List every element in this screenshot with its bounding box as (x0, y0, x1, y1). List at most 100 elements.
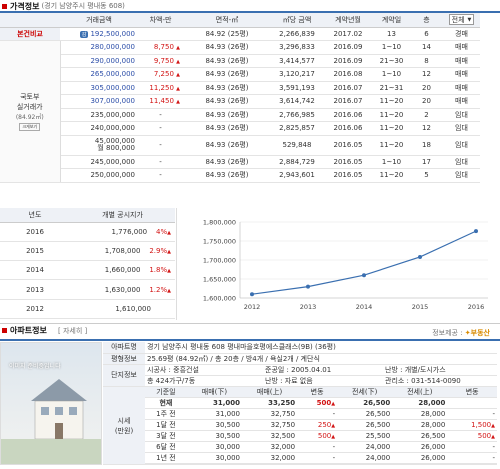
up-triangle-icon: ▲ (176, 85, 180, 92)
table-row: 2015 1,708,000 2.9%▲ (0, 241, 175, 262)
table-row: 국토부 실거래가 (84.92㎡) 크게보기 280,000,000 8,750… (0, 40, 480, 183)
base-floor: 6 (410, 27, 443, 41)
y-tick-label: 1,800,000 (203, 219, 236, 227)
base-per-m2: 2,266,839 (271, 27, 323, 41)
base-amount: 192,500,000 (90, 29, 135, 38)
chevron-down-icon: ▼ (467, 16, 472, 23)
type-filter-value: 전체 (451, 15, 465, 24)
table-row: 2014 1,660,000 1.8%▲ (0, 260, 175, 281)
management-office: 관리소 : 031-514-0090 (385, 376, 461, 385)
table-row: 245,000,000 - 84.93 (26평) 2,884,729 2016… (0, 155, 480, 169)
x-tick-label: 2012 (244, 303, 261, 311)
table-row: 2016 1,776,000 4%▲ (0, 222, 175, 242)
col-amount: 거래금액 (60, 13, 138, 28)
section-bullet-icon (2, 327, 7, 333)
table-row: 2012 1,610,000 (0, 299, 175, 319)
table-row: 1년 전 30,000 32,000 - 24,000 26,000 - (145, 452, 497, 464)
y-tick-label: 1,600,000 (203, 295, 236, 303)
heating-fuel: 난방 : 자료 없음 (265, 376, 313, 385)
series-line (251, 230, 477, 295)
table-row: 235,000,000 - 84.93 (26평) 2,766,985 2016… (0, 108, 480, 122)
section-divider (0, 339, 500, 341)
completion-date: 준공일 : 2005.04.01 (265, 365, 332, 374)
base-diff (138, 27, 183, 41)
building-caption: 이미지 준비중입니다 (9, 363, 61, 370)
molit-side-label: 국토부 실거래가 (84.92㎡) 크게보기 (0, 40, 61, 183)
up-triangle-icon: ▲ (331, 423, 336, 429)
col-diff: 차액-만 (138, 13, 183, 28)
up-triangle-icon: ▲ (176, 99, 180, 106)
col-contract-day: 계약일 (373, 13, 410, 28)
data-point (250, 292, 254, 297)
apt-info-table: 아파트명 경기 남양주시 평내동 608 평내마을호평에스클래스(9B) (36… (103, 342, 497, 465)
y-tick-label: 1,750,000 (203, 238, 236, 246)
table-row: 1주 전 31,000 32,750 - 26,500 28,000 - (145, 408, 497, 420)
price-section-header: 가격정보 (경기 남양주시 평내동 608) (2, 0, 125, 12)
x-tick-label: 2014 (356, 303, 373, 311)
base-type: 경매 (443, 27, 480, 41)
base-day: 13 (373, 27, 410, 41)
base-row: 본건비교 감 192,500,000 84.92 (25평) 2,266,839 … (0, 27, 480, 41)
table-row: 305,000,000 11,250 ▲ 84.93 (26평) 3,591,1… (0, 81, 480, 95)
source-logo-icon: ✦ (464, 329, 471, 337)
public-price-table: 년도 개별 공시지가 2016 1,776,000 4%▲ 2015 1,708… (0, 208, 175, 319)
up-triangle-icon: ▲ (331, 434, 336, 440)
appraisal-badge: 감 (79, 30, 89, 38)
base-ym: 2017.02 (323, 27, 373, 41)
table-row: 3달 전 30,500 32,500 500▲ 25,500 26,500 50… (145, 430, 497, 442)
col-floor: 층 (410, 13, 443, 28)
section-bullet-icon (2, 3, 7, 9)
apt-section-header: 아파트정보 (2, 324, 47, 336)
up-triangle-icon: ▲ (167, 229, 171, 236)
table-row: 2013 1,630,000 1.2%▲ (0, 279, 175, 300)
households: 총 424가구/7동 (147, 376, 196, 385)
table-row: 307,000,000 11,450 ▲ 84.93 (26평) 3,614,7… (0, 94, 480, 109)
data-point (306, 284, 310, 289)
building-image: 이미지 준비중입니다 (0, 342, 102, 465)
col-contract-ym: 계약년월 (323, 13, 373, 28)
section-divider (0, 11, 500, 13)
up-triangle-icon: ▲ (167, 287, 171, 294)
up-triangle-icon: ▲ (491, 423, 495, 429)
x-tick-label: 2015 (412, 303, 429, 311)
up-triangle-icon: ▲ (491, 434, 495, 440)
col-public-price: 개별 공시지가 (70, 208, 175, 223)
apt-name: 경기 남양주시 평내동 608 평내마을호평에스클래스(9B) (36평) (145, 342, 497, 354)
y-tick-label: 1,700,000 (203, 257, 236, 265)
info-source: 정보제공 : ✦부동산 (432, 329, 490, 337)
enlarge-button[interactable]: 크게보기 (19, 122, 41, 131)
table-row: 250,000,000 - 84.93 (26평) 2,943,601 2016… (0, 168, 480, 183)
x-tick-label: 2016 (468, 303, 485, 311)
price-section-location: (경기 남양주시 평내동 608) (41, 2, 125, 10)
public-price-chart: 1,600,000 1,650,000 1,700,000 1,750,000 1,80… (203, 219, 488, 311)
builder: 시공사 : 중흥건설 (147, 365, 199, 374)
table-row: 265,000,000 7,250 ▲ 84.93 (26평) 3,120,21… (0, 67, 480, 82)
table-row: 290,000,000 9,750 ▲ 84.93 (26평) 3,414,57… (0, 54, 480, 68)
x-tick-label: 2013 (300, 303, 317, 311)
col-area: 면적-㎡ (183, 13, 271, 28)
up-triangle-icon: ▲ (331, 401, 336, 407)
price-section-title: 가격정보 (10, 1, 40, 11)
price-table-header-row: 거래금액 차액-만 면적-㎡ ㎡당 금액 계약년월 계약일 층 전체 ▼ (0, 13, 480, 28)
type-filter-select[interactable]: 전체 ▼ (448, 14, 475, 26)
up-triangle-icon: ▲ (167, 248, 171, 255)
col-per-m2: ㎡당 금액 (271, 13, 323, 28)
data-point (362, 273, 366, 278)
price-table: 거래금액 차액-만 면적-㎡ ㎡당 금액 계약년월 계약일 층 전체 ▼ 본건비… (0, 13, 480, 183)
vertical-divider (176, 208, 177, 320)
table-row: 240,000,000 - 84.93 (26평) 2,825,857 2016… (0, 121, 480, 136)
up-triangle-icon: ▲ (176, 72, 180, 79)
section-divider (0, 323, 500, 324)
base-compare-label: 본건비교 (0, 27, 60, 41)
up-triangle-icon: ▲ (167, 268, 171, 275)
apt-section-title: 아파트정보 (10, 325, 47, 335)
apt-layout: 25.69평 (84.92㎡) / 총 20층 / 방4개 / 욕실2개 / 계… (145, 353, 497, 365)
data-point (474, 229, 478, 234)
market-price-table: 기준일 매매(下) 매매(上) 변동 전세(下) 전세(上) 변동 현재 31,… (145, 386, 497, 464)
heating-type: 난방 : 개별/도시가스 (385, 365, 446, 374)
base-area: 84.92 (25평) (183, 27, 271, 41)
table-row: 45,000,000 월 800,000 - 84.93 (26평) 529,84… (0, 135, 480, 156)
table-row: 현재 31,000 33,250 500▲ 26,500 28,000 (145, 397, 497, 409)
apt-detail-link[interactable]: [ 자세히 ] (58, 327, 88, 335)
col-year: 년도 (0, 208, 70, 223)
